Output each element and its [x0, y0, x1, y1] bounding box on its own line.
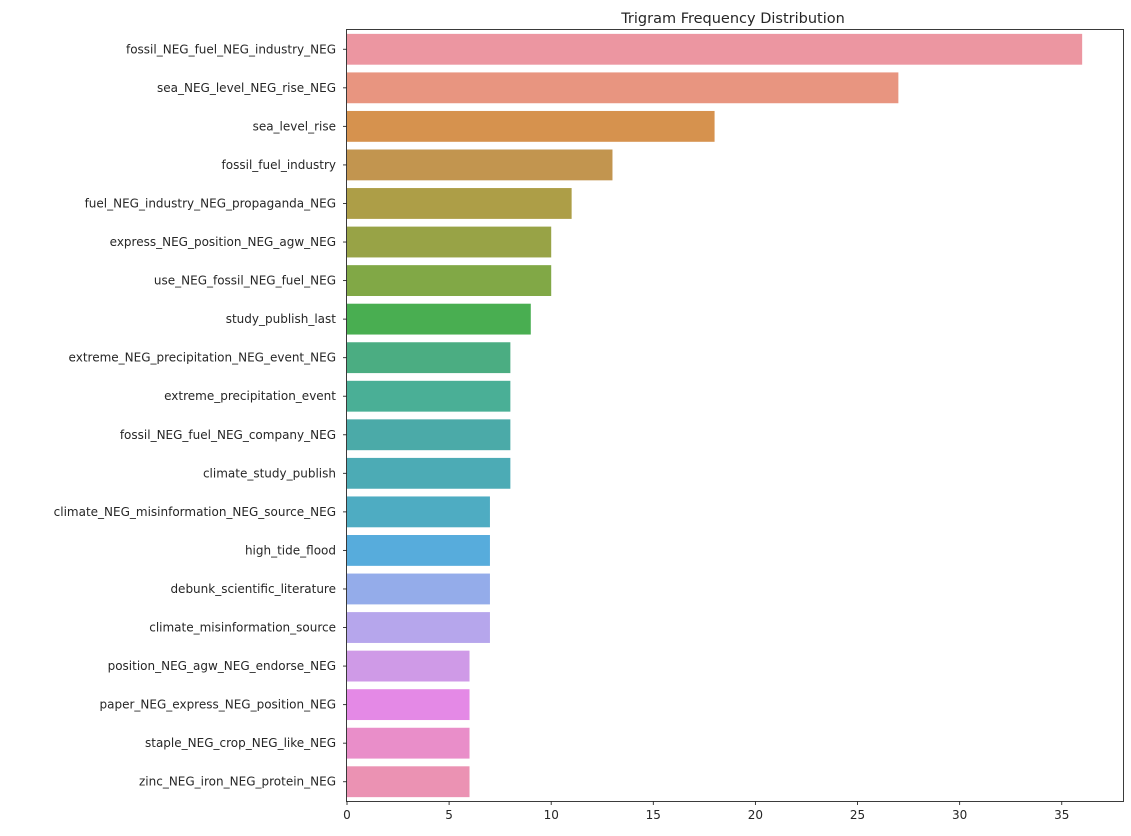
bar [347, 419, 511, 451]
y-tick-label: position_NEG_agw_NEG_endorse_NEG [108, 659, 336, 673]
y-tick-label: climate_misinformation_source [149, 621, 336, 635]
bar [347, 380, 511, 412]
y-tick-label: extreme_precipitation_event [164, 389, 336, 403]
x-tick-label: 30 [952, 808, 967, 822]
y-tick-label: fossil_fuel_industry [222, 158, 336, 172]
x-tick-label: 5 [445, 808, 453, 822]
y-tick-label: sea_level_rise [253, 119, 336, 133]
bars-group [347, 33, 1083, 798]
y-tick-label: express_NEG_position_NEG_agw_NEG [110, 235, 336, 249]
y-tick-label: study_publish_last [226, 312, 337, 326]
x-tick-label: 25 [850, 808, 865, 822]
bar [347, 72, 899, 104]
bar [347, 110, 715, 142]
bar [347, 265, 552, 296]
x-tick-label: 10 [544, 808, 559, 822]
x-tick-label: 0 [343, 808, 351, 822]
y-tick-label: fuel_NEG_industry_NEG_propaganda_NEG [85, 196, 336, 210]
bar [347, 457, 511, 489]
bar [347, 226, 552, 258]
y-tick-label: paper_NEG_express_NEG_position_NEG [100, 698, 336, 712]
y-tick-label: sea_NEG_level_NEG_rise_NEG [157, 81, 336, 95]
y-tick-label: use_NEG_fossil_NEG_fuel_NEG [154, 274, 336, 288]
bar [347, 33, 1083, 65]
x-tick-label: 15 [646, 808, 661, 822]
x-ticks: 0 5 10 15 20 25 30 35 [343, 801, 1069, 822]
bar [347, 573, 490, 605]
y-tick-label: fossil_NEG_fuel_NEG_company_NEG [120, 428, 336, 442]
bar [347, 766, 470, 798]
bar [347, 188, 572, 219]
x-tick-label: 20 [748, 808, 763, 822]
bar [347, 612, 490, 643]
y-tick-label: climate_NEG_misinformation_NEG_source_NE… [54, 505, 336, 519]
y-tick-label: staple_NEG_crop_NEG_like_NEG [145, 736, 336, 750]
y-tick-label: climate_study_publish [203, 466, 336, 480]
bar [347, 727, 470, 759]
bar [347, 689, 470, 721]
y-tick-label: zinc_NEG_iron_NEG_protein_NEG [139, 775, 336, 789]
x-tick-label: 35 [1054, 808, 1069, 822]
bar [347, 535, 490, 566]
y-tick-label: extreme_NEG_precipitation_NEG_event_NEG [69, 351, 336, 365]
y-tick-label: fossil_NEG_fuel_NEG_industry_NEG [126, 42, 336, 56]
y-tick-label: debunk_scientific_literature [170, 582, 336, 596]
y-tick-labels: fossil_NEG_fuel_NEG_industry_NEG sea_NEG_… [54, 42, 347, 789]
bar [347, 496, 490, 528]
bar [347, 650, 470, 682]
chart-title: Trigram Frequency Distribution [620, 11, 845, 27]
plot-frame [346, 29, 1124, 802]
bar [347, 303, 531, 335]
bar [347, 342, 511, 374]
y-tick-label: high_tide_flood [245, 543, 336, 557]
bar [347, 149, 613, 181]
